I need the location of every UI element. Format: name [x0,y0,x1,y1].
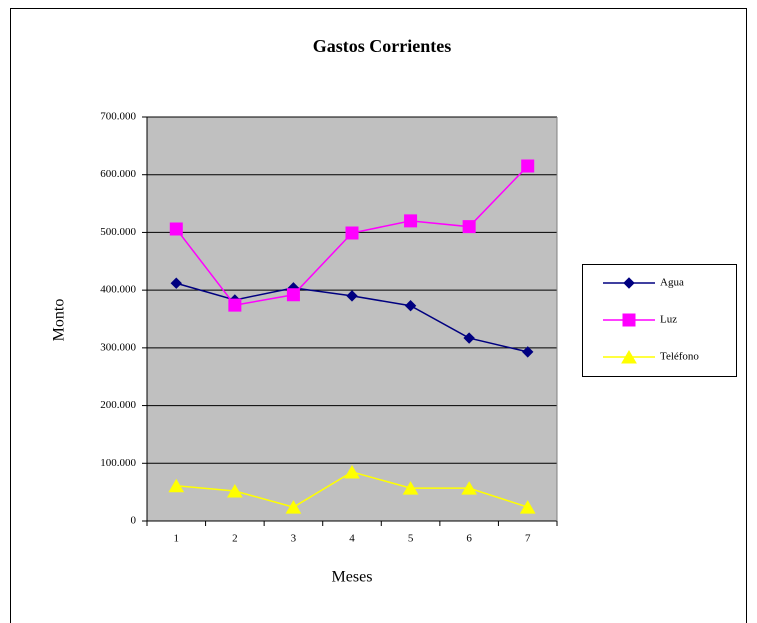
plot-area [147,117,557,521]
y-tick-label: 0 [131,515,137,527]
data-point [519,500,536,514]
data-point [226,483,243,498]
x-tick-label: 5 [408,533,414,545]
data-point [168,478,185,493]
legend-label: Agua [660,277,684,289]
chart-title: Gastos Corrientes [313,36,451,56]
data-point [169,222,183,236]
data-point [345,226,359,240]
y-axis-label: Monto [51,299,68,342]
y-tick-label: 500.000 [100,226,136,238]
y-tick-label: 300.000 [100,341,136,353]
data-point [462,220,476,234]
y-tick-label: 400.000 [100,284,136,296]
data-point [346,290,358,302]
data-point [285,500,302,514]
x-tick-label: 1 [174,533,180,545]
data-point [286,288,300,302]
y-tick-label: 700.000 [100,111,136,123]
legend-label: Luz [660,314,677,326]
x-axis-label: Meses [332,569,373,586]
y-tick-label: 200.000 [100,399,136,411]
legend-label: Teléfono [660,351,699,363]
data-point [521,159,535,173]
x-tick-label: 4 [349,533,355,545]
data-point [344,464,360,479]
data-point [522,346,534,358]
data-point [228,298,242,312]
x-tick-label: 2 [232,533,238,545]
legend-marker [622,313,636,327]
x-tick-label: 6 [466,533,472,545]
data-point [463,332,475,344]
y-tick-label: 600.000 [100,168,136,180]
data-point [170,277,182,289]
data-point [461,481,478,495]
data-point [404,300,417,312]
legend-marker [621,350,637,364]
x-tick-label: 7 [525,533,531,545]
legend-marker [623,277,635,289]
data-point [402,481,419,495]
x-tick-label: 3 [291,533,297,545]
y-tick-label: 100.000 [100,457,136,469]
data-point [404,214,418,228]
